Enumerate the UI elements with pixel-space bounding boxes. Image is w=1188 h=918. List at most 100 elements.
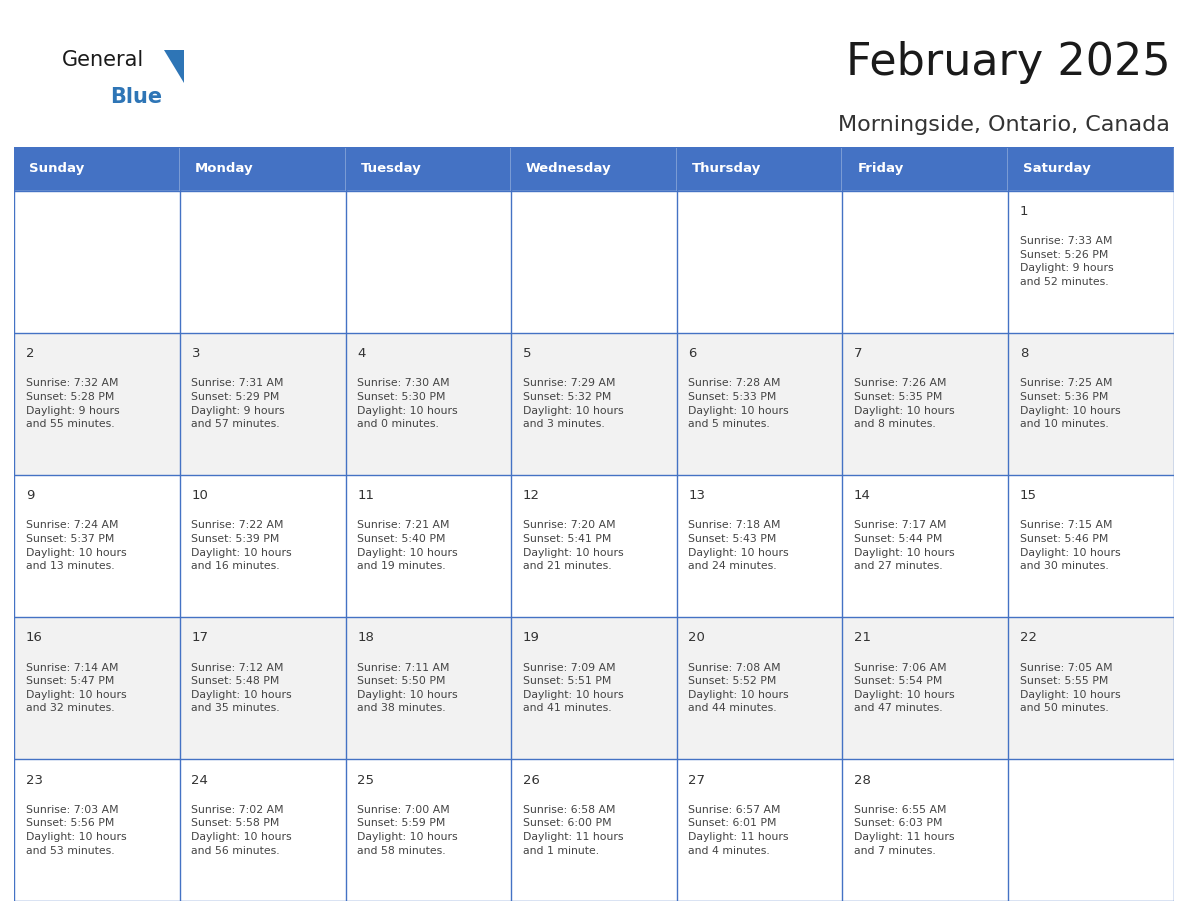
Text: Sunrise: 7:25 AM
Sunset: 5:36 PM
Daylight: 10 hours
and 10 minutes.: Sunrise: 7:25 AM Sunset: 5:36 PM Dayligh… xyxy=(1019,378,1120,429)
Text: Tuesday: Tuesday xyxy=(360,162,422,175)
Bar xyxy=(842,475,1009,617)
Bar xyxy=(346,147,511,191)
Text: 14: 14 xyxy=(854,489,871,502)
Text: Sunrise: 7:18 AM
Sunset: 5:43 PM
Daylight: 10 hours
and 24 minutes.: Sunrise: 7:18 AM Sunset: 5:43 PM Dayligh… xyxy=(688,521,789,571)
Bar xyxy=(14,147,179,191)
Bar xyxy=(677,617,842,759)
Bar xyxy=(346,333,511,475)
Text: 13: 13 xyxy=(688,489,706,502)
Text: Friday: Friday xyxy=(858,162,904,175)
Text: Sunrise: 7:06 AM
Sunset: 5:54 PM
Daylight: 10 hours
and 47 minutes.: Sunrise: 7:06 AM Sunset: 5:54 PM Dayligh… xyxy=(854,663,955,713)
Bar xyxy=(842,147,1009,191)
Bar xyxy=(14,617,179,759)
Text: Morningside, Ontario, Canada: Morningside, Ontario, Canada xyxy=(839,115,1170,135)
Text: 22: 22 xyxy=(1019,632,1037,644)
Text: Sunrise: 7:02 AM
Sunset: 5:58 PM
Daylight: 10 hours
and 56 minutes.: Sunrise: 7:02 AM Sunset: 5:58 PM Dayligh… xyxy=(191,805,292,856)
Text: Sunrise: 7:09 AM
Sunset: 5:51 PM
Daylight: 10 hours
and 41 minutes.: Sunrise: 7:09 AM Sunset: 5:51 PM Dayligh… xyxy=(523,663,624,713)
Bar xyxy=(842,759,1009,901)
Bar xyxy=(511,759,677,901)
Text: 3: 3 xyxy=(191,347,200,360)
Bar xyxy=(1009,475,1174,617)
Text: 20: 20 xyxy=(688,632,706,644)
Text: 5: 5 xyxy=(523,347,531,360)
Bar xyxy=(346,475,511,617)
Text: Sunrise: 7:26 AM
Sunset: 5:35 PM
Daylight: 10 hours
and 8 minutes.: Sunrise: 7:26 AM Sunset: 5:35 PM Dayligh… xyxy=(854,378,955,429)
Text: Sunrise: 7:31 AM
Sunset: 5:29 PM
Daylight: 9 hours
and 57 minutes.: Sunrise: 7:31 AM Sunset: 5:29 PM Dayligh… xyxy=(191,378,285,429)
Bar xyxy=(179,475,346,617)
Text: Sunday: Sunday xyxy=(30,162,84,175)
Text: February 2025: February 2025 xyxy=(846,41,1170,84)
Bar xyxy=(179,333,346,475)
Text: Sunrise: 7:17 AM
Sunset: 5:44 PM
Daylight: 10 hours
and 27 minutes.: Sunrise: 7:17 AM Sunset: 5:44 PM Dayligh… xyxy=(854,521,955,571)
Text: Sunrise: 7:05 AM
Sunset: 5:55 PM
Daylight: 10 hours
and 50 minutes.: Sunrise: 7:05 AM Sunset: 5:55 PM Dayligh… xyxy=(1019,663,1120,713)
Text: Blue: Blue xyxy=(110,87,163,107)
Text: Sunrise: 7:24 AM
Sunset: 5:37 PM
Daylight: 10 hours
and 13 minutes.: Sunrise: 7:24 AM Sunset: 5:37 PM Dayligh… xyxy=(26,521,126,571)
Bar xyxy=(511,333,677,475)
Bar xyxy=(14,759,179,901)
Text: 10: 10 xyxy=(191,489,208,502)
Text: 18: 18 xyxy=(358,632,374,644)
Text: 25: 25 xyxy=(358,774,374,787)
Bar xyxy=(677,759,842,901)
Bar xyxy=(1009,147,1174,191)
Text: Sunrise: 7:20 AM
Sunset: 5:41 PM
Daylight: 10 hours
and 21 minutes.: Sunrise: 7:20 AM Sunset: 5:41 PM Dayligh… xyxy=(523,521,624,571)
Bar xyxy=(179,191,346,333)
Text: Sunrise: 7:12 AM
Sunset: 5:48 PM
Daylight: 10 hours
and 35 minutes.: Sunrise: 7:12 AM Sunset: 5:48 PM Dayligh… xyxy=(191,663,292,713)
Text: 7: 7 xyxy=(854,347,862,360)
Text: 11: 11 xyxy=(358,489,374,502)
Bar xyxy=(346,759,511,901)
Text: 15: 15 xyxy=(1019,489,1037,502)
Bar xyxy=(346,617,511,759)
Bar xyxy=(677,191,842,333)
Text: Sunrise: 7:14 AM
Sunset: 5:47 PM
Daylight: 10 hours
and 32 minutes.: Sunrise: 7:14 AM Sunset: 5:47 PM Dayligh… xyxy=(26,663,126,713)
Bar xyxy=(511,191,677,333)
Text: Sunrise: 7:32 AM
Sunset: 5:28 PM
Daylight: 9 hours
and 55 minutes.: Sunrise: 7:32 AM Sunset: 5:28 PM Dayligh… xyxy=(26,378,120,429)
Text: 19: 19 xyxy=(523,632,539,644)
Bar xyxy=(179,617,346,759)
Bar xyxy=(677,147,842,191)
Text: Sunrise: 7:29 AM
Sunset: 5:32 PM
Daylight: 10 hours
and 3 minutes.: Sunrise: 7:29 AM Sunset: 5:32 PM Dayligh… xyxy=(523,378,624,429)
Text: Sunrise: 7:03 AM
Sunset: 5:56 PM
Daylight: 10 hours
and 53 minutes.: Sunrise: 7:03 AM Sunset: 5:56 PM Dayligh… xyxy=(26,805,126,856)
Text: 12: 12 xyxy=(523,489,539,502)
Bar xyxy=(842,617,1009,759)
Text: Sunrise: 6:55 AM
Sunset: 6:03 PM
Daylight: 11 hours
and 7 minutes.: Sunrise: 6:55 AM Sunset: 6:03 PM Dayligh… xyxy=(854,805,954,856)
Text: Sunrise: 7:22 AM
Sunset: 5:39 PM
Daylight: 10 hours
and 16 minutes.: Sunrise: 7:22 AM Sunset: 5:39 PM Dayligh… xyxy=(191,521,292,571)
Text: Wednesday: Wednesday xyxy=(526,162,612,175)
Bar xyxy=(677,475,842,617)
Text: 2: 2 xyxy=(26,347,34,360)
Text: Sunrise: 7:30 AM
Sunset: 5:30 PM
Daylight: 10 hours
and 0 minutes.: Sunrise: 7:30 AM Sunset: 5:30 PM Dayligh… xyxy=(358,378,457,429)
Bar xyxy=(1009,759,1174,901)
Bar xyxy=(677,333,842,475)
Bar xyxy=(842,333,1009,475)
Text: 6: 6 xyxy=(688,347,697,360)
Bar xyxy=(14,333,179,475)
Text: Sunrise: 7:11 AM
Sunset: 5:50 PM
Daylight: 10 hours
and 38 minutes.: Sunrise: 7:11 AM Sunset: 5:50 PM Dayligh… xyxy=(358,663,457,713)
Text: 1: 1 xyxy=(1019,205,1028,218)
Text: 23: 23 xyxy=(26,774,43,787)
Bar xyxy=(14,475,179,617)
Text: 28: 28 xyxy=(854,774,871,787)
Text: 4: 4 xyxy=(358,347,366,360)
Text: Sunrise: 7:15 AM
Sunset: 5:46 PM
Daylight: 10 hours
and 30 minutes.: Sunrise: 7:15 AM Sunset: 5:46 PM Dayligh… xyxy=(1019,521,1120,571)
Text: 24: 24 xyxy=(191,774,208,787)
Text: 16: 16 xyxy=(26,632,43,644)
Text: 17: 17 xyxy=(191,632,208,644)
Text: Sunrise: 6:58 AM
Sunset: 6:00 PM
Daylight: 11 hours
and 1 minute.: Sunrise: 6:58 AM Sunset: 6:00 PM Dayligh… xyxy=(523,805,624,856)
Text: 8: 8 xyxy=(1019,347,1028,360)
Bar xyxy=(511,617,677,759)
Bar xyxy=(511,475,677,617)
Text: 26: 26 xyxy=(523,774,539,787)
Text: Sunrise: 7:00 AM
Sunset: 5:59 PM
Daylight: 10 hours
and 58 minutes.: Sunrise: 7:00 AM Sunset: 5:59 PM Dayligh… xyxy=(358,805,457,856)
Text: 21: 21 xyxy=(854,632,871,644)
Text: General: General xyxy=(62,50,144,71)
Text: Monday: Monday xyxy=(195,162,253,175)
Bar xyxy=(179,759,346,901)
Bar xyxy=(179,147,346,191)
Text: Sunrise: 7:28 AM
Sunset: 5:33 PM
Daylight: 10 hours
and 5 minutes.: Sunrise: 7:28 AM Sunset: 5:33 PM Dayligh… xyxy=(688,378,789,429)
Text: Sunrise: 7:21 AM
Sunset: 5:40 PM
Daylight: 10 hours
and 19 minutes.: Sunrise: 7:21 AM Sunset: 5:40 PM Dayligh… xyxy=(358,521,457,571)
Text: Sunrise: 7:33 AM
Sunset: 5:26 PM
Daylight: 9 hours
and 52 minutes.: Sunrise: 7:33 AM Sunset: 5:26 PM Dayligh… xyxy=(1019,236,1113,287)
Text: 27: 27 xyxy=(688,774,706,787)
Bar xyxy=(346,191,511,333)
Bar xyxy=(14,191,179,333)
Text: Sunrise: 6:57 AM
Sunset: 6:01 PM
Daylight: 11 hours
and 4 minutes.: Sunrise: 6:57 AM Sunset: 6:01 PM Dayligh… xyxy=(688,805,789,856)
